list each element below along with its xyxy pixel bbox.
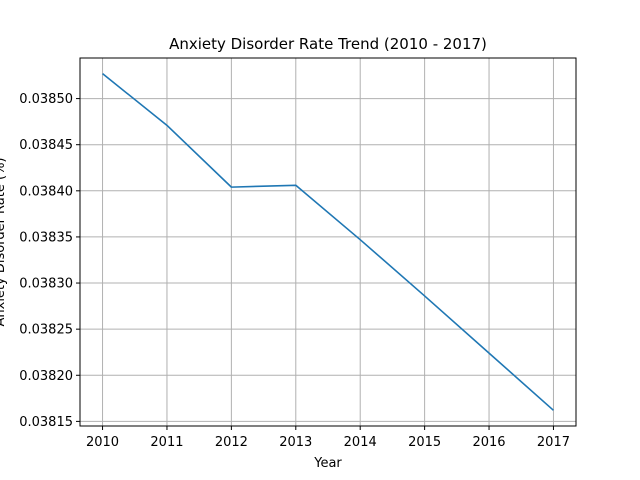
grid-layer <box>80 58 576 426</box>
y-tick-label: 0.03835 <box>19 230 73 245</box>
x-tick-label: 2016 <box>472 435 505 450</box>
chart-title: Anxiety Disorder Rate Trend (2010 - 2017… <box>169 35 487 53</box>
series-line <box>102 73 554 411</box>
tick-layer: 2010 2011 2012 2013 2014 2015 2016 2017 0.03815 0… <box>19 92 570 450</box>
x-tick-label: 2010 <box>86 435 119 450</box>
x-tick-label: 2012 <box>215 435 248 450</box>
y-tick-label: 0.03850 <box>19 92 73 107</box>
y-tick-label: 0.03825 <box>19 323 73 338</box>
plot-frame <box>79 57 577 427</box>
x-tick-label: 2011 <box>150 435 183 450</box>
x-tick-label: 2015 <box>408 435 441 450</box>
y-tick-label: 0.03845 <box>19 138 73 153</box>
x-tick-label: 2013 <box>279 435 312 450</box>
y-tick-label: 0.03820 <box>19 369 73 384</box>
y-tick-label: 0.03815 <box>19 415 73 430</box>
x-tick-label: 2014 <box>344 435 377 450</box>
x-axis-label: Year <box>313 456 342 471</box>
y-tick-label: 0.03840 <box>19 184 73 199</box>
y-axis-label: Anxiety Disorder Rate (%) <box>0 158 8 327</box>
y-tick-label: 0.03830 <box>19 277 73 292</box>
series-layer <box>102 73 554 411</box>
x-tick-label: 2017 <box>537 435 570 450</box>
